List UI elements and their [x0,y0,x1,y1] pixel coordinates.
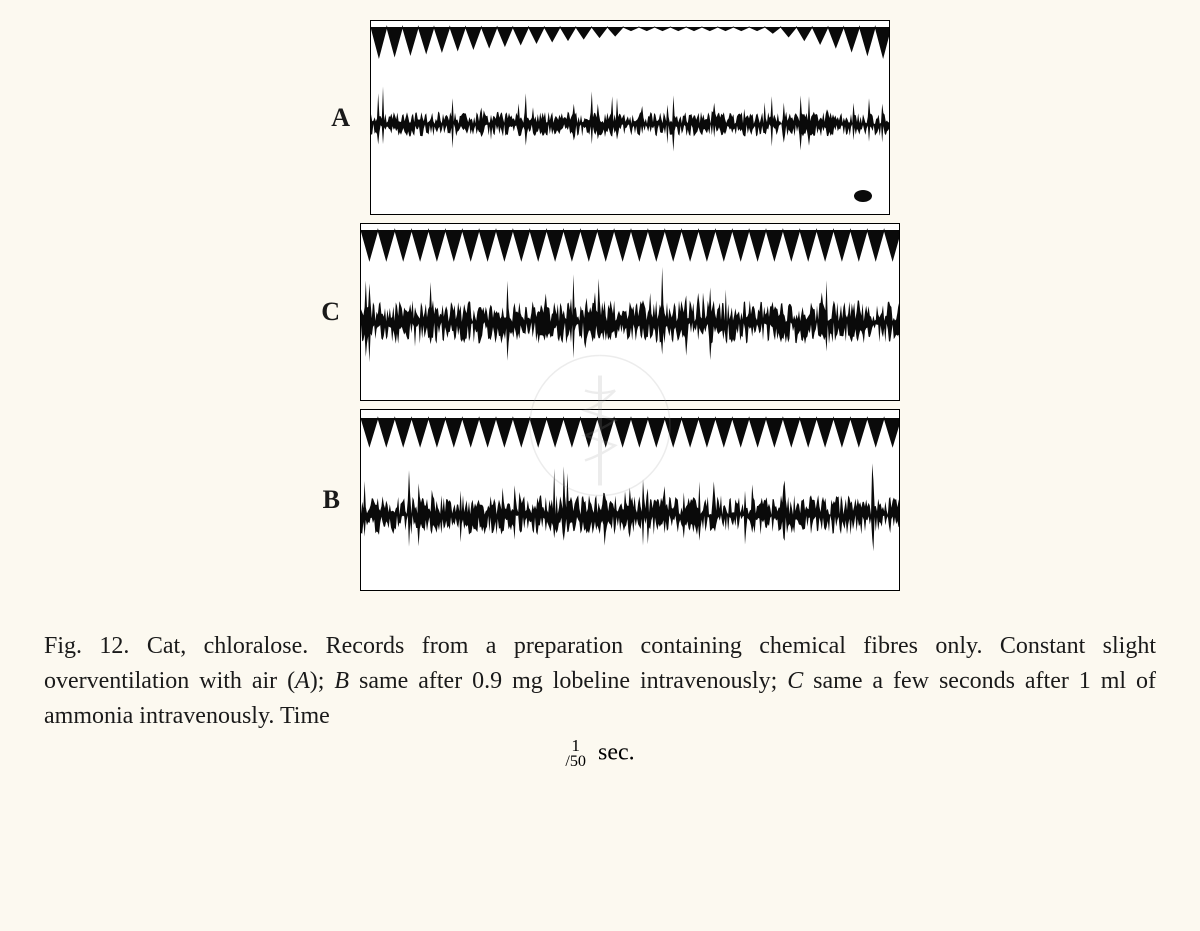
timescale-num: 1 [565,739,586,753]
caption-C: C [787,668,803,694]
panel-row-A: A [310,20,890,215]
signal-trace [361,224,900,401]
page: A C B Fig. 12. Cat, chloralose. Records … [0,0,1200,789]
signal-trace [361,410,900,591]
panel-C [360,223,900,401]
panel-label-B: B [300,485,340,515]
panel-label-A: A [310,103,350,133]
panel-B [360,409,900,591]
figure-container: A C B [40,20,1160,599]
panel-row-C: C [300,223,900,401]
caption-A: A [295,668,310,694]
timescale-unit: sec. [598,740,635,766]
panel-A [370,20,890,215]
caption-text-2: ); [310,668,335,694]
figure-caption: Fig. 12. Cat, chloralose. Records from a… [40,629,1160,733]
fig-number: Fig. 12. [44,633,129,659]
panel-row-B: B [300,409,900,591]
caption-B: B [334,668,349,694]
caption-text-3: same after 0.9 mg lobeline intravenously… [349,668,787,694]
timescale: 1 /50 sec. [40,739,1160,769]
panel-label-C: C [300,297,340,327]
signal-trace [371,21,890,215]
timescale-fraction: 1 /50 [565,739,586,769]
timescale-den: /50 [565,753,586,769]
